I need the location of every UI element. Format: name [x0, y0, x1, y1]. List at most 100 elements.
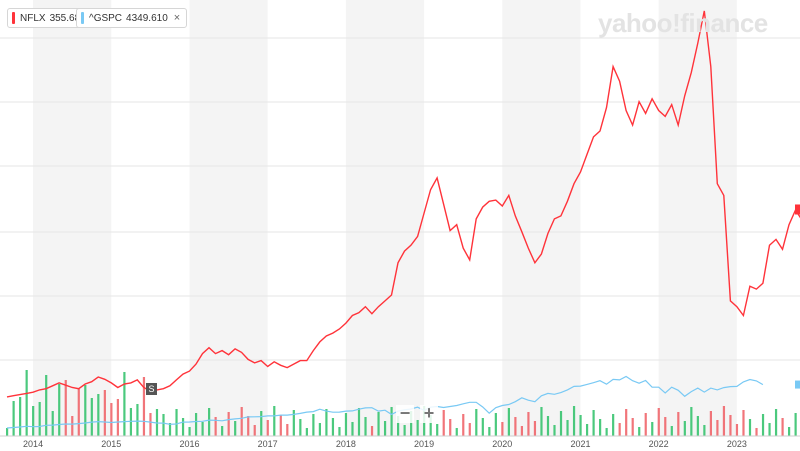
yahoo-finance-watermark: yahoo!finance	[598, 8, 768, 38]
volume-bar	[546, 416, 550, 436]
year-band	[345, 0, 425, 436]
volume-bar	[651, 422, 654, 436]
year-bands	[33, 0, 737, 436]
legend-item-gspc[interactable]: ^GSPC 4349.610 ×	[76, 8, 188, 28]
volume-bar	[488, 427, 491, 436]
volume-bar	[234, 421, 237, 436]
volume-bar	[462, 414, 465, 436]
volume-bar	[194, 413, 198, 436]
volume-bar	[722, 406, 726, 436]
volume-bar	[416, 420, 419, 436]
volume-bar	[774, 409, 778, 436]
x-tick-label: 2014	[23, 439, 43, 449]
volume-bar	[188, 427, 191, 436]
x-tick-label: 2019	[414, 439, 434, 449]
volume-bar	[644, 413, 647, 436]
volume-bar	[403, 425, 406, 436]
volume-bar	[768, 423, 771, 436]
x-tick-label: 2020	[492, 439, 512, 449]
volume-bar	[84, 385, 87, 436]
volume-bar	[383, 421, 387, 436]
volume-bar	[19, 397, 22, 436]
volume-bar	[390, 407, 393, 436]
volume-bar	[709, 411, 712, 436]
volume-bar	[338, 427, 341, 436]
series-end-markers	[795, 204, 800, 389]
volume-bar	[286, 424, 289, 436]
split-event-marker[interactable]: S	[146, 383, 157, 395]
volume-bar	[599, 419, 602, 436]
volume-bar	[585, 424, 589, 436]
volume-bar	[103, 390, 106, 436]
volume-bar	[468, 423, 471, 436]
volume-bar	[540, 407, 543, 436]
legend-value: 355.680	[49, 12, 86, 24]
legend-item-nflx[interactable]: NFLX 355.680	[7, 8, 93, 28]
legend-symbol: ^GSPC	[89, 12, 123, 24]
x-axis: 2014 2015 2016 2017 2018 2019 2020 2021 2022 2023	[0, 435, 800, 449]
volume-bar	[168, 423, 172, 436]
volume-bar	[410, 411, 413, 436]
volume-bar	[514, 417, 517, 436]
close-icon[interactable]: ×	[173, 12, 181, 24]
volume-bar	[357, 408, 361, 436]
volume-bar	[266, 420, 269, 436]
volume-bar	[429, 415, 432, 436]
volume-bar	[553, 425, 556, 436]
volume-bar	[449, 419, 452, 436]
volume-bar	[240, 407, 243, 436]
volume-bar	[481, 418, 484, 436]
volume-bar	[657, 408, 660, 436]
volume-bar	[612, 414, 615, 436]
volume-bar	[455, 428, 458, 436]
volume-bar	[58, 384, 61, 436]
volume-bar	[149, 413, 152, 436]
volume-bar	[181, 418, 185, 436]
volume-bar	[201, 422, 204, 436]
year-band	[502, 0, 581, 436]
year-band	[658, 0, 737, 436]
volume-bar	[533, 421, 537, 436]
volume-bar	[32, 406, 35, 436]
volume-bar	[748, 419, 752, 436]
zoom-in-button[interactable]: +	[420, 404, 438, 423]
series-color-swatch	[81, 12, 84, 24]
gridlines	[0, 37, 800, 361]
volume-bar	[442, 410, 445, 436]
volume-bar	[260, 411, 263, 436]
volume-bar	[397, 416, 400, 436]
volume-bar	[631, 418, 634, 436]
zoom-controls: − +	[396, 404, 444, 423]
volume-bar	[25, 370, 28, 436]
volume-bar	[572, 406, 576, 436]
x-tick-label: 2018	[336, 439, 356, 449]
volume-bar	[312, 414, 315, 436]
year-band	[33, 0, 112, 436]
volume-bar	[123, 372, 126, 436]
volume-bar	[436, 424, 439, 436]
series-color-swatch	[12, 12, 15, 24]
volume-bar	[273, 406, 276, 436]
nflx-price-tag	[795, 204, 800, 215]
volume-bar	[344, 413, 348, 436]
volume-bar	[677, 412, 680, 436]
volume-bar	[351, 422, 354, 436]
volume-bar	[735, 424, 739, 436]
volume-bar	[51, 411, 54, 436]
volume-bar	[318, 423, 321, 436]
volume-bar	[364, 417, 367, 436]
volume-bar	[208, 408, 211, 436]
volume-bar	[90, 398, 93, 436]
volume-bar	[116, 399, 119, 436]
volume-bar	[618, 423, 621, 436]
volume-bar	[175, 409, 178, 436]
legend-value: 4349.610	[126, 12, 168, 24]
volume-bar	[97, 394, 100, 436]
x-tick-label: 2017	[258, 439, 278, 449]
volume-bar	[794, 413, 797, 436]
x-tick-label: 2023	[727, 439, 747, 449]
volume-bar	[696, 416, 699, 436]
zoom-out-button[interactable]: −	[396, 404, 414, 423]
volume-bar	[755, 428, 758, 436]
